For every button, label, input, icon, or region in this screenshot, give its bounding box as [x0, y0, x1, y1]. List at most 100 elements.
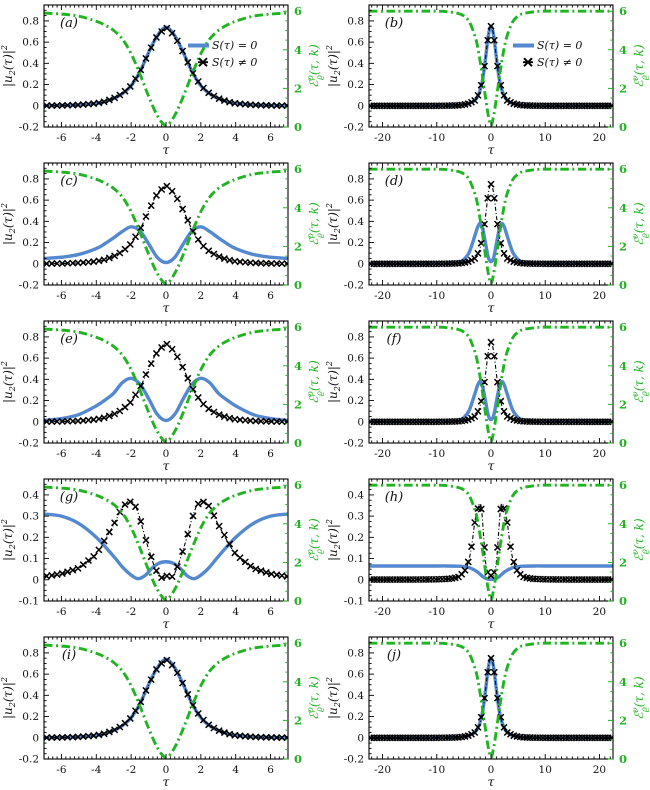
- green-axis-ticks: [608, 484, 613, 602]
- black-axis-ticks: [369, 4, 611, 128]
- x-tick-label: 10: [539, 132, 552, 144]
- y-tick-label: 0.4: [22, 489, 39, 501]
- x-tick-label: -20: [374, 132, 391, 144]
- right-tick-label: 6: [294, 636, 302, 650]
- y-tick-label: 0: [32, 258, 39, 270]
- black-axis-ticks: [369, 636, 611, 760]
- x-tick-label: 10: [539, 448, 552, 460]
- panel-label: (f): [387, 332, 402, 347]
- plot-frame: [43, 162, 289, 286]
- black-x-markers: [369, 180, 613, 268]
- x-tick-label: 0: [488, 764, 495, 776]
- subplot-g: -6 -4 -2 0 2 4 6 -0.1 0 0.1 0.2 0.3 0.4 0 2 4 6 τ (g) |u2(τ…: [0, 474, 325, 632]
- x-tick-label: 2: [198, 290, 205, 302]
- plot-frame: [43, 636, 289, 760]
- panel-label: (i): [62, 648, 76, 663]
- plot-area: [44, 11, 288, 127]
- y-tick-label: 0.2: [22, 79, 39, 91]
- legend: S(τ) = 0 S(τ) ≠ 0: [513, 39, 582, 69]
- y-tick-label: -0.1: [19, 596, 39, 608]
- subplot-e: -6 -4 -2 0 2 4 6 -0.2 0 0.2 0.4 0.6 0.8 0 2 4 6 τ (e) |u2(τ…: [0, 316, 325, 474]
- right-tick-label: 2: [619, 555, 627, 569]
- green-energy-curve: [44, 485, 288, 601]
- black-dashdot-curve-S-nonzero: [369, 502, 613, 581]
- x-axis-label: τ: [488, 774, 496, 789]
- x-tick-label: -10: [428, 764, 445, 776]
- subplot-d: -20 -10 0 10 20 -0.2 0 0.2 0.4 0.6 0.8 0 2 4 6 τ (d) |u2(…: [325, 158, 650, 316]
- plot-frame: [43, 320, 289, 444]
- black-x-markers: [44, 656, 288, 742]
- right-tick-label: 2: [294, 397, 302, 411]
- y-tick-label: 0: [357, 732, 364, 744]
- x-tick-label: 4: [232, 448, 239, 460]
- x-axis-label: τ: [488, 616, 496, 631]
- right-tick-label: 0: [619, 120, 627, 134]
- right-tick-label: 6: [619, 636, 627, 650]
- right-tick-label: 0: [619, 436, 627, 450]
- blue-curve-S-zero: [369, 379, 613, 424]
- y-axis-label: |u2(τ)|2: [325, 519, 342, 561]
- x-axis-label: τ: [163, 458, 171, 473]
- y-tick-label: 0.1: [347, 553, 364, 565]
- right-tick-label: 0: [294, 436, 302, 450]
- x-tick-label: -20: [374, 448, 391, 460]
- legend: S(τ) = 0 S(τ) ≠ 0: [188, 39, 257, 69]
- black-dashdot-curve-S-nonzero: [44, 342, 288, 423]
- y-tick-label: 0.6: [22, 669, 39, 681]
- legend-label-s-zero: S(τ) = 0: [212, 39, 257, 52]
- right-tick-label: 2: [294, 239, 302, 253]
- right-tick-label: 0: [294, 594, 302, 608]
- y-tick-label: 0.8: [347, 173, 364, 185]
- x-axis-label: τ: [163, 300, 171, 315]
- subplot-h: -20 -10 0 10 20 -0.1 0 0.1 0.2 0.3 0.4 0 2 4 6 τ (h) |u2(…: [325, 474, 650, 632]
- x-axis-label: τ: [488, 300, 496, 315]
- green-axis-ticks: [283, 484, 288, 602]
- chart-svg-c: -6 -4 -2 0 2 4 6 -0.2 0 0.2 0.4 0.6 0.8 0 2 4 6 τ (c) |u2(τ…: [0, 162, 324, 315]
- y-tick-label: 0: [32, 732, 39, 744]
- panel-label: (a): [60, 16, 78, 31]
- y-tick-label: 0: [357, 258, 364, 270]
- black-x-markers: [44, 340, 288, 426]
- x-tick-label: -2: [126, 290, 136, 302]
- right-axis-label: ℰνϱ(τ, k): [631, 202, 649, 246]
- panel-label: (g): [60, 490, 78, 505]
- y-tick-label: 0.8: [22, 15, 39, 27]
- x-tick-label: -6: [56, 290, 67, 302]
- plot-area: [369, 167, 613, 285]
- plot-area: [369, 325, 613, 443]
- black-x-markers: [44, 498, 288, 582]
- y-tick-label: 0.4: [347, 216, 364, 228]
- right-tick-label: 2: [294, 555, 302, 569]
- black-axis-ticks: [43, 4, 289, 128]
- right-tick-label: 4: [294, 359, 302, 373]
- right-tick-label: 0: [619, 594, 627, 608]
- plot-area: [369, 641, 613, 759]
- black-dashdot-curve-S-nonzero: [44, 658, 288, 739]
- right-axis-label: ℰνϱ(τ, k): [631, 360, 649, 404]
- chart-svg-f: -20 -10 0 10 20 -0.2 0 0.2 0.4 0.6 0.8 0 2 4 6 τ (f) |u2(…: [325, 320, 649, 473]
- right-tick-label: 4: [619, 517, 627, 531]
- subplot-i: -6 -4 -2 0 2 4 6 -0.2 0 0.2 0.4 0.6 0.8 0 2 4 6 τ (i) |u2(τ…: [0, 632, 325, 790]
- black-dashdot-curve-S-nonzero: [369, 183, 613, 265]
- right-tick-label: 4: [294, 517, 302, 531]
- right-tick-label: 6: [294, 478, 302, 492]
- y-tick-label: 0.8: [347, 331, 364, 343]
- x-tick-label: 2: [198, 448, 205, 460]
- y-tick-label: 0.8: [347, 15, 364, 27]
- y-tick-label: 0.6: [347, 669, 364, 681]
- x-tick-label: 6: [267, 132, 274, 144]
- right-tick-label: 0: [294, 752, 302, 766]
- right-tick-label: 2: [619, 239, 627, 253]
- x-tick-label: 20: [593, 606, 606, 618]
- y-tick-label: 0.3: [347, 511, 364, 523]
- x-tick-label: 0: [488, 132, 495, 144]
- blue-curve-S-zero: [369, 221, 613, 266]
- y-axis-label: |u2(τ)|2: [0, 203, 17, 245]
- y-axis-label: |u2(τ)|2: [325, 203, 342, 245]
- y-tick-label: 0.2: [347, 79, 364, 91]
- right-tick-label: 6: [619, 478, 627, 492]
- blue-curve-S-zero: [369, 564, 613, 582]
- y-tick-label: -0.2: [344, 280, 364, 292]
- blue-curve-S-zero: [44, 376, 288, 423]
